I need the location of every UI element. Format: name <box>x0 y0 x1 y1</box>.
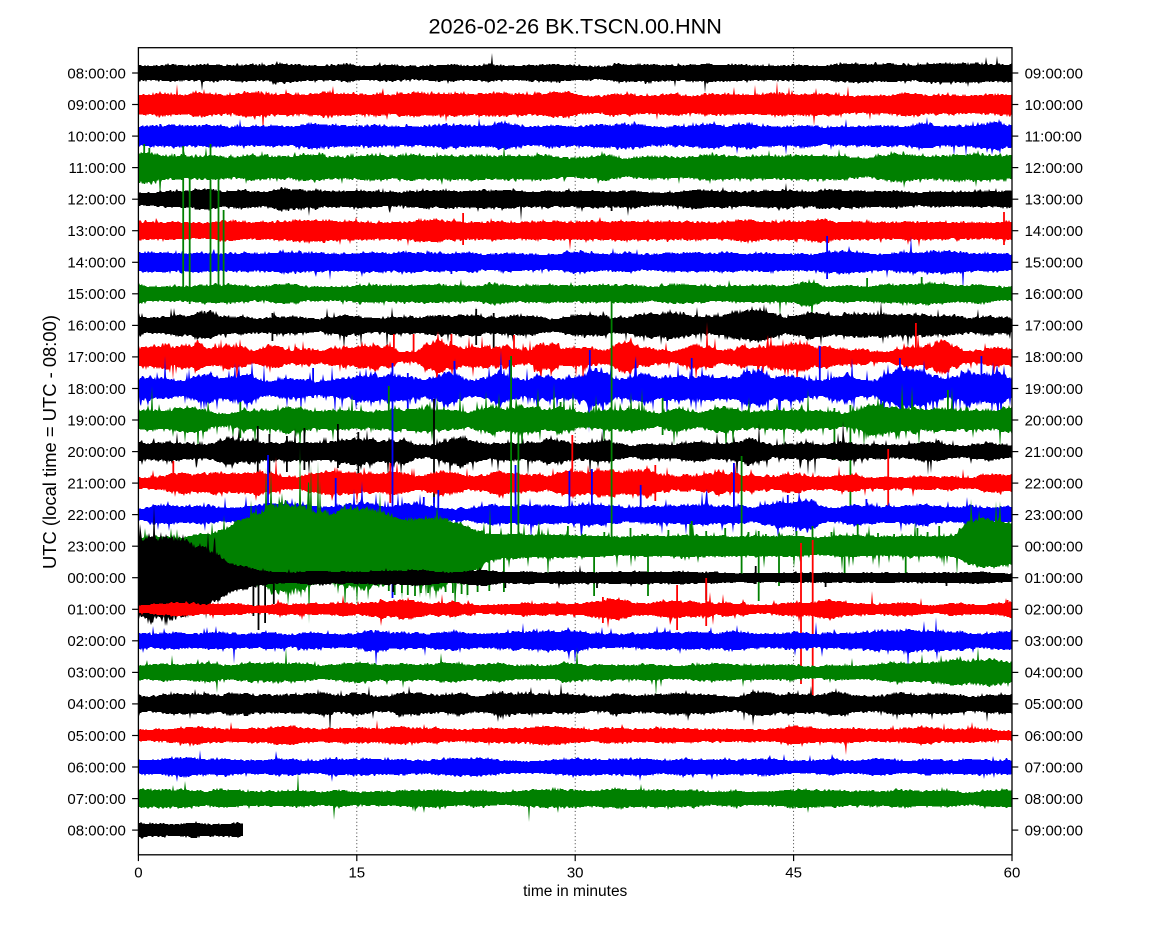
svg-text:19:00:00: 19:00:00 <box>1025 381 1083 398</box>
svg-text:02:00:00: 02:00:00 <box>1025 602 1083 619</box>
svg-text:15: 15 <box>348 865 365 882</box>
svg-text:22:00:00: 22:00:00 <box>1025 475 1083 492</box>
svg-text:09:00:00: 09:00:00 <box>1025 65 1083 82</box>
svg-text:20:00:00: 20:00:00 <box>1025 412 1083 429</box>
svg-text:03:00:00: 03:00:00 <box>67 665 125 682</box>
svg-text:15:00:00: 15:00:00 <box>67 286 125 303</box>
svg-text:19:00:00: 19:00:00 <box>67 412 125 429</box>
svg-text:18:00:00: 18:00:00 <box>1025 349 1083 366</box>
svg-text:21:00:00: 21:00:00 <box>1025 444 1083 461</box>
svg-text:18:00:00: 18:00:00 <box>67 381 125 398</box>
svg-text:04:00:00: 04:00:00 <box>67 696 125 713</box>
svg-text:03:00:00: 03:00:00 <box>1025 633 1083 650</box>
svg-text:17:00:00: 17:00:00 <box>67 349 125 366</box>
svg-text:60: 60 <box>1004 865 1021 882</box>
svg-text:21:00:00: 21:00:00 <box>67 475 125 492</box>
svg-text:12:00:00: 12:00:00 <box>67 192 125 209</box>
svg-text:14:00:00: 14:00:00 <box>67 255 125 272</box>
svg-text:08:00:00: 08:00:00 <box>67 65 125 82</box>
svg-text:09:00:00: 09:00:00 <box>67 97 125 114</box>
svg-text:14:00:00: 14:00:00 <box>1025 223 1083 240</box>
svg-text:15:00:00: 15:00:00 <box>1025 255 1083 272</box>
svg-text:17:00:00: 17:00:00 <box>1025 318 1083 335</box>
svg-text:00:00:00: 00:00:00 <box>1025 539 1083 556</box>
svg-text:10:00:00: 10:00:00 <box>67 128 125 145</box>
svg-text:02:00:00: 02:00:00 <box>67 633 125 650</box>
svg-text:06:00:00: 06:00:00 <box>1025 728 1083 745</box>
svg-text:05:00:00: 05:00:00 <box>67 728 125 745</box>
svg-text:08:00:00: 08:00:00 <box>67 822 125 839</box>
svg-text:0: 0 <box>134 865 142 882</box>
svg-text:11:00:00: 11:00:00 <box>69 160 126 177</box>
svg-text:16:00:00: 16:00:00 <box>67 318 125 335</box>
svg-text:07:00:00: 07:00:00 <box>67 791 125 808</box>
svg-text:45: 45 <box>785 865 802 882</box>
svg-text:06:00:00: 06:00:00 <box>67 759 125 776</box>
svg-text:11:00:00: 11:00:00 <box>1025 128 1082 145</box>
svg-text:04:00:00: 04:00:00 <box>1025 665 1083 682</box>
svg-text:UTC (local time = UTC - 08:00): UTC (local time = UTC - 08:00) <box>39 315 60 569</box>
svg-text:09:00:00: 09:00:00 <box>1025 822 1083 839</box>
svg-text:23:00:00: 23:00:00 <box>1025 507 1083 524</box>
svg-text:23:00:00: 23:00:00 <box>67 539 125 556</box>
svg-text:05:00:00: 05:00:00 <box>1025 696 1083 713</box>
svg-text:00:00:00: 00:00:00 <box>67 570 125 587</box>
svg-text:01:00:00: 01:00:00 <box>1025 570 1083 587</box>
svg-text:12:00:00: 12:00:00 <box>1025 160 1083 177</box>
svg-text:08:00:00: 08:00:00 <box>1025 791 1083 808</box>
svg-text:10:00:00: 10:00:00 <box>1025 97 1083 114</box>
svg-text:13:00:00: 13:00:00 <box>67 223 125 240</box>
svg-text:16:00:00: 16:00:00 <box>1025 286 1083 303</box>
svg-text:2026-02-26 BK.TSCN.00.HNN: 2026-02-26 BK.TSCN.00.HNN <box>428 14 721 39</box>
svg-text:30: 30 <box>567 865 584 882</box>
svg-text:22:00:00: 22:00:00 <box>67 507 125 524</box>
svg-text:13:00:00: 13:00:00 <box>1025 192 1083 209</box>
svg-text:07:00:00: 07:00:00 <box>1025 759 1083 776</box>
svg-text:01:00:00: 01:00:00 <box>67 602 125 619</box>
svg-text:20:00:00: 20:00:00 <box>67 444 125 461</box>
svg-text:time in minutes: time in minutes <box>523 883 627 900</box>
